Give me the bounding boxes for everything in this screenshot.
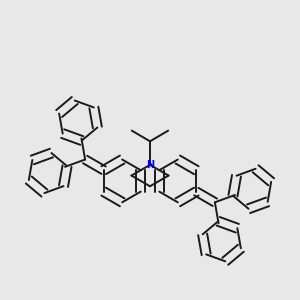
Text: N: N bbox=[146, 160, 154, 170]
